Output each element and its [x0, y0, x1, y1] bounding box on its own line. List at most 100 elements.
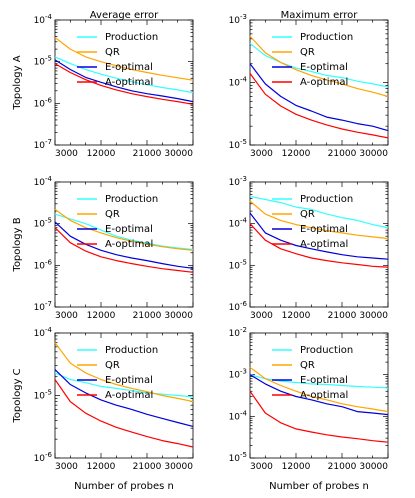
x-tick-label: 3000 [250, 149, 273, 159]
x-axis-label: Number of probes n [74, 481, 174, 492]
x-tick-label: 12000 [282, 311, 311, 321]
series-line-qr [54, 208, 194, 251]
legend-label-a-optimal: A-optimal [300, 239, 348, 250]
series-line-production [54, 213, 194, 251]
x-tick-label: 30000 [164, 149, 193, 159]
x-tick-label: 12000 [87, 462, 116, 472]
x-tick-label: 21000 [133, 311, 162, 321]
x-tick-label: 3000 [55, 462, 78, 472]
legend-label-e-optimal: E-optimal [300, 62, 348, 73]
legend-label-a-optimal: A-optimal [300, 390, 348, 401]
panel-1-1: 10-6 10-5 10-4 10-3 3000 12000 21000 30000 Produ… [229, 175, 389, 321]
y-tick-label: 10-5 [34, 55, 52, 68]
plot-frame [249, 332, 389, 459]
series-line-production [54, 372, 194, 398]
series-line-e-optimal [249, 63, 389, 132]
y-tick-label: 10-3 [229, 368, 247, 381]
x-axis-label: Number of probes n [269, 481, 369, 492]
x-tick-label: 21000 [133, 462, 162, 472]
y-tick-label: 10-7 [34, 300, 52, 313]
series-line-a-optimal [54, 227, 194, 273]
series-line-a-optimal [249, 390, 389, 443]
series-line-production [249, 43, 389, 88]
series-line-a-optimal [54, 63, 194, 105]
series-line-qr [249, 200, 389, 240]
y-tick-label: 10-3 [229, 175, 247, 188]
row-label: Topology A [12, 55, 23, 110]
x-tick-label: 3000 [55, 311, 78, 321]
y-tick-label: 10-3 [229, 13, 247, 26]
y-tick-label: 10-5 [229, 451, 247, 464]
y-tick-label: 10-4 [229, 409, 248, 422]
legend-label-production: Production [300, 345, 353, 356]
y-tick-label: 10-4 [34, 175, 53, 188]
legend-label-qr: QR [105, 360, 120, 371]
plot-frame [54, 19, 194, 146]
legend-label-e-optimal: E-optimal [300, 224, 348, 235]
series-line-a-optimal [249, 73, 389, 139]
y-tick-label: 10-5 [34, 389, 52, 402]
x-tick-label: 12000 [87, 149, 116, 159]
row-label: Topology C [12, 368, 23, 423]
legend-label-qr: QR [300, 209, 315, 220]
legend-label-qr: QR [105, 209, 120, 220]
y-tick-label: 10-6 [34, 451, 53, 464]
legend-label-production: Production [300, 32, 353, 43]
y-tick-label: 10-5 [34, 217, 52, 230]
x-tick-label: 30000 [359, 462, 388, 472]
x-tick-label: 21000 [328, 149, 357, 159]
legend-label-e-optimal: E-optimal [105, 62, 153, 73]
y-tick-label: 10-5 [229, 258, 247, 271]
legend-label-production: Production [300, 194, 353, 205]
legend-label-a-optimal: A-optimal [300, 77, 348, 88]
x-tick-label: 30000 [164, 311, 193, 321]
x-tick-label: 3000 [250, 311, 273, 321]
legend-label-qr: QR [300, 47, 315, 58]
series-line-e-optimal [249, 212, 389, 260]
x-tick-label: 30000 [164, 462, 193, 472]
series-line-production [249, 195, 389, 229]
column-title: Maximum error [281, 10, 359, 21]
legend-label-a-optimal: A-optimal [105, 77, 153, 88]
y-tick-label: 10-5 [229, 138, 247, 151]
panel-2-0: 10-6 10-5 10-4 3000 12000 21000 30000 Productio… [34, 326, 194, 472]
x-tick-label: 3000 [250, 462, 273, 472]
series-line-e-optimal [249, 374, 389, 416]
y-tick-label: 10-6 [229, 300, 248, 313]
y-tick-label: 10-2 [229, 326, 247, 339]
y-tick-label: 10-6 [34, 96, 53, 109]
series-line-e-optimal [54, 221, 194, 269]
y-tick-label: 10-4 [229, 76, 248, 89]
legend-label-production: Production [105, 32, 158, 43]
panel-2-1: 10-5 10-4 10-3 10-2 3000 12000 21000 30000 Produ… [229, 326, 389, 472]
legend-label-qr: QR [300, 360, 315, 371]
x-tick-label: 3000 [55, 149, 78, 159]
series-line-a-optimal [54, 379, 194, 448]
x-tick-label: 21000 [133, 149, 162, 159]
x-tick-label: 12000 [87, 311, 116, 321]
panel-0-1: 10-5 10-4 10-3 3000 12000 21000 30000 Productio… [229, 13, 389, 159]
series-line-e-optimal [54, 369, 194, 427]
series-line-qr [249, 366, 389, 413]
series-line-qr [249, 35, 389, 97]
plot-frame [54, 181, 194, 308]
column-title: Average error [90, 10, 159, 21]
y-tick-label: 10-6 [34, 258, 53, 271]
legend-label-e-optimal: E-optimal [300, 375, 348, 386]
panel-1-0: 10-7 10-6 10-5 10-4 3000 12000 21000 30000 Produ… [34, 175, 194, 321]
x-tick-label: 30000 [359, 311, 388, 321]
x-tick-label: 21000 [328, 462, 357, 472]
series-line-qr [54, 37, 194, 81]
x-tick-label: 12000 [282, 462, 311, 472]
y-tick-label: 10-4 [229, 217, 248, 230]
y-tick-label: 10-7 [34, 138, 52, 151]
legend-label-production: Production [105, 194, 158, 205]
legend-label-qr: QR [105, 47, 120, 58]
panel-0-0: 10-7 10-6 10-5 10-4 3000 12000 21000 30000 Produ… [34, 13, 194, 159]
row-label: Topology B [12, 217, 23, 272]
y-tick-label: 10-4 [34, 326, 53, 339]
legend-label-e-optimal: E-optimal [105, 375, 153, 386]
legend-label-e-optimal: E-optimal [105, 224, 153, 235]
legend-label-a-optimal: A-optimal [105, 239, 153, 250]
